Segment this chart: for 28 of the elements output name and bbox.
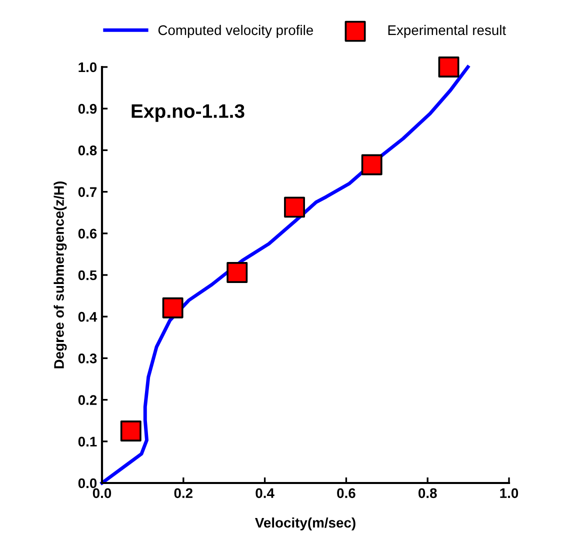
- x-tick-label: 0.4: [256, 488, 274, 498]
- x-tick-label: 0.2: [174, 488, 192, 498]
- legend-label: Computed velocity profile: [158, 24, 314, 38]
- y-tick-label: 0.5: [78, 270, 97, 280]
- y-tick-label: 0.4: [78, 312, 98, 322]
- point: [361, 154, 382, 176]
- x-tick-label: 0.0: [92, 488, 112, 498]
- point: [120, 420, 142, 442]
- y-tick-label: 1.0: [78, 62, 97, 72]
- y-tick-label: 0.2: [78, 395, 97, 405]
- point: [284, 196, 305, 218]
- point: [162, 297, 184, 318]
- y-tick-label: 0.1: [78, 436, 97, 447]
- y-tick-label: 0.8: [78, 146, 97, 156]
- y-axis-title: Degree of submergence(z/H): [54, 182, 67, 368]
- y-tick-label: 0.7: [78, 187, 97, 197]
- annotation: Exp.no-1.1.3: [132, 104, 244, 122]
- x-axis-title: Velocity(m/sec): [255, 517, 356, 530]
- x-tick-label: 1.0: [500, 488, 518, 498]
- point: [226, 262, 248, 283]
- y-tick-label: 0.3: [78, 354, 97, 364]
- x-tick-label: 0.6: [337, 488, 356, 498]
- y-tick-label: 0.0: [78, 478, 97, 488]
- y-tick-label: 0.9: [78, 104, 97, 114]
- point: [438, 56, 460, 78]
- x-tick-label: 0.8: [418, 488, 437, 498]
- y-tick-label: 0.6: [78, 228, 97, 239]
- legend-label: Experimental result: [388, 24, 506, 38]
